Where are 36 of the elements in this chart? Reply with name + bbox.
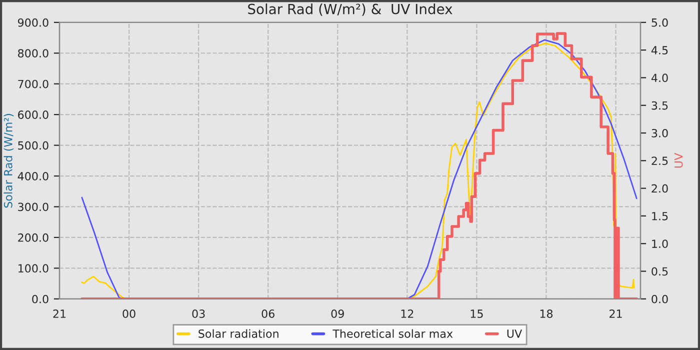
y-tick-label: 500.0 — [18, 141, 48, 150]
x-tick-label: 15 — [470, 310, 483, 318]
y-tick-label: 0.0 — [32, 294, 48, 304]
y2-tick-label: 2.5 — [652, 156, 668, 166]
y2-tick-label: 4.0 — [651, 74, 668, 82]
y-tick-label: 300.0 — [18, 202, 48, 212]
x-tick-label: 00 — [122, 310, 136, 318]
y-tick-label: 600.0 — [18, 110, 48, 119]
y2-tick-label: 2.0 — [652, 184, 668, 193]
y-tick-label: 100.0 — [18, 264, 48, 273]
chart-title: Solar Rad (W/m²) & UV Index — [248, 4, 452, 16]
x-tick-label: 06 — [262, 310, 274, 318]
y2-tick-label: 1.5 — [652, 212, 668, 220]
y2-tick-label: 0.0 — [652, 294, 668, 304]
x-tick-label: 21 — [610, 310, 622, 318]
y-tick-label: 200.0 — [18, 233, 48, 242]
x-tick-label: 21 — [53, 310, 66, 318]
y-axis-title: Solar Rad (W/m²) — [4, 114, 14, 208]
x-tick-label: 09 — [331, 310, 344, 318]
y-tick-label: 900.0 — [18, 18, 48, 27]
legend-label: Solar radiation — [198, 329, 278, 338]
y2-tick-label: 4.5 — [651, 46, 668, 54]
y2-tick-label: 1.0 — [652, 240, 668, 248]
y-tick-label: 400.0 — [18, 172, 48, 180]
y2-tick-label: 5.0 — [652, 18, 668, 27]
y2-axis-title: UV — [674, 152, 683, 168]
x-tick-label: 12 — [401, 310, 414, 318]
y2-tick-label: 0.5 — [652, 267, 668, 276]
legend-label: UV — [507, 330, 522, 338]
legend-label: Theoretical solar max — [332, 329, 453, 338]
y-tick-label: 700.0 — [18, 80, 48, 88]
x-tick-label: 18 — [540, 310, 553, 318]
y-tick-label: 800.0 — [18, 49, 48, 58]
y2-tick-label: 3.0 — [652, 128, 668, 138]
y2-tick-label: 3.5 — [652, 101, 668, 110]
x-tick-label: 03 — [192, 310, 205, 318]
